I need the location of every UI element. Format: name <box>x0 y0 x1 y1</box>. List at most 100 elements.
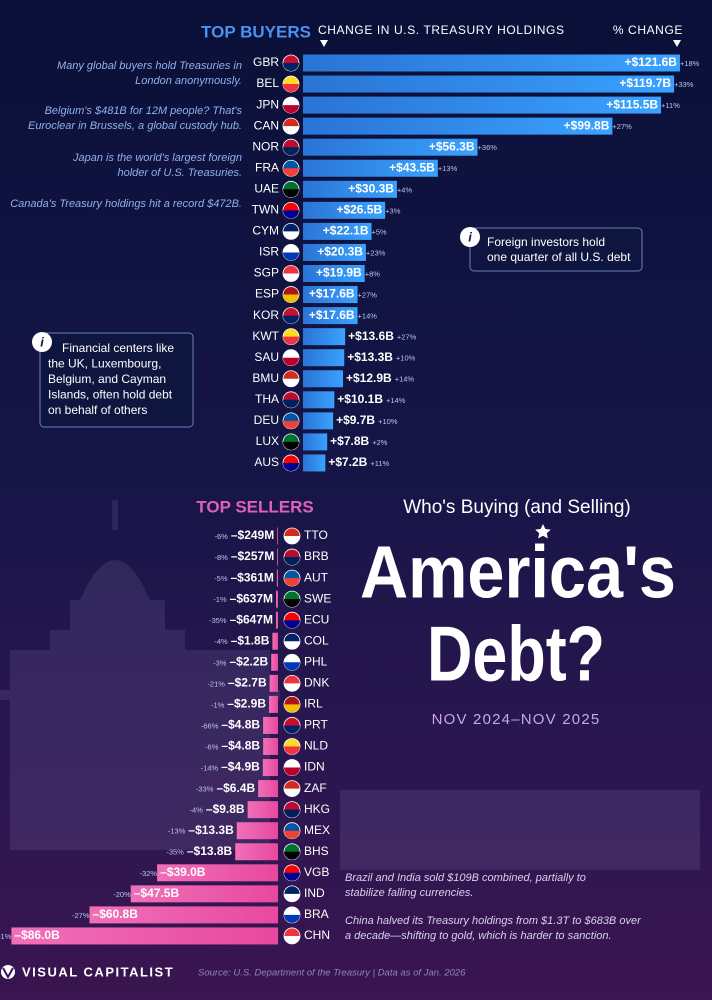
pct-label: -66% <box>201 721 219 730</box>
note: Brazil and India sold $109B combined, pa… <box>345 872 586 884</box>
flag-detail <box>284 683 300 692</box>
value-label: +$30.3B <box>348 181 394 195</box>
value-label: +$17.6B <box>309 308 355 322</box>
value-label: –$637M <box>230 591 273 605</box>
pct-label: -14% <box>201 764 219 773</box>
value-label: –$13.3B <box>188 823 234 837</box>
flag-detail <box>284 641 300 650</box>
pct-label: +27% <box>358 291 378 300</box>
pct-label: -8% <box>214 553 228 562</box>
bar <box>247 801 278 819</box>
country-code: NOR <box>252 139 279 153</box>
brand-logo <box>1 965 15 979</box>
note: China halved its Treasury holdings from … <box>345 915 642 927</box>
annotation: Euroclear in Brussels, a global custody … <box>28 120 242 132</box>
flag-detail <box>283 168 299 177</box>
bar <box>271 653 278 671</box>
flag-detail <box>283 252 299 261</box>
bar <box>303 96 662 114</box>
info-text: one quarter of all U.S. debt <box>487 250 631 264</box>
bar <box>303 75 675 93</box>
value-label: –$361M <box>231 570 274 584</box>
bar <box>263 738 278 755</box>
country-code: VGB <box>304 865 329 879</box>
pct-label: +4% <box>397 185 413 194</box>
value-label: +$99.8B <box>564 118 610 132</box>
value-label: –$2.7B <box>228 676 267 690</box>
country-code: CYM <box>252 224 279 238</box>
flag-detail <box>284 893 300 902</box>
star <box>535 524 551 539</box>
annotation: Canada's Treasury holdings hit a record … <box>10 198 242 210</box>
country-code: ZAF <box>304 781 327 795</box>
bar <box>235 843 278 861</box>
flag-detail <box>283 273 299 282</box>
bar <box>303 222 372 240</box>
flag-detail <box>283 189 299 198</box>
flag-detail <box>283 231 299 240</box>
country-code: BRA <box>304 907 329 921</box>
value-label: +$13.6B <box>348 329 394 343</box>
value-label: +$56.3B <box>429 139 475 153</box>
bar <box>276 590 278 608</box>
bar <box>130 885 278 903</box>
bar <box>303 349 345 367</box>
bar <box>303 159 438 177</box>
bar <box>276 569 278 587</box>
bar <box>269 674 278 692</box>
flag-detail <box>284 725 300 734</box>
value-label: +$26.5B <box>336 203 382 217</box>
country-code: LUX <box>256 434 279 448</box>
pct-label: -35% <box>166 848 184 857</box>
kicker: Who's Buying (and Selling) <box>403 497 631 518</box>
bar <box>303 433 328 451</box>
pct-label: +14% <box>386 396 406 405</box>
pct-label: -27% <box>72 911 90 920</box>
pct-label: -6% <box>205 742 219 751</box>
flag-detail <box>284 809 300 818</box>
info-text: the UK, Luxembourg, <box>48 357 161 371</box>
country-code: THA <box>255 392 279 406</box>
pct-label: -32% <box>140 869 158 878</box>
flag-detail <box>283 336 299 345</box>
pct-label: +33% <box>674 80 694 89</box>
pct-label: +18% <box>680 59 700 68</box>
country-code: ESP <box>255 287 279 301</box>
bar <box>89 906 279 924</box>
value-label: –$257M <box>231 549 274 563</box>
pct-label: -20% <box>113 890 131 899</box>
flag-detail <box>284 935 300 944</box>
header-arrow <box>320 40 328 47</box>
value-label: –$249M <box>231 528 274 542</box>
value-label: +$43.5B <box>389 160 435 174</box>
country-code: SAU <box>254 350 279 364</box>
annotation: holder of U.S. Treasuries. <box>117 167 242 179</box>
pct-label: -13% <box>168 827 186 836</box>
pct-header: % CHANGE <box>613 23 683 37</box>
country-code: ECU <box>304 612 329 626</box>
country-code: BEL <box>256 76 279 90</box>
pct-label: -1% <box>211 700 225 709</box>
value-label: +$19.9B <box>316 266 362 280</box>
bar <box>303 391 335 409</box>
value-label: –$647M <box>230 612 273 626</box>
bar <box>263 716 278 734</box>
country-code: NLD <box>304 739 328 753</box>
brand: VISUAL CAPITALIST <box>22 964 174 979</box>
value-label: –$60.8B <box>93 907 139 921</box>
pct-label: -33% <box>196 785 214 794</box>
flag-detail <box>283 378 299 387</box>
flag-detail <box>283 441 299 450</box>
country-code: BHS <box>304 844 329 858</box>
pct-label: -35% <box>209 616 227 625</box>
country-code: PHL <box>304 654 328 668</box>
info-text: Foreign investors hold <box>487 235 605 249</box>
flag-detail <box>284 788 300 797</box>
flag-detail <box>284 599 300 608</box>
bar <box>236 822 278 840</box>
flag-detail <box>283 462 299 471</box>
country-code: IRL <box>304 697 323 711</box>
pct-label: +11% <box>661 101 680 110</box>
bar <box>277 548 278 566</box>
flag-detail <box>283 210 299 219</box>
